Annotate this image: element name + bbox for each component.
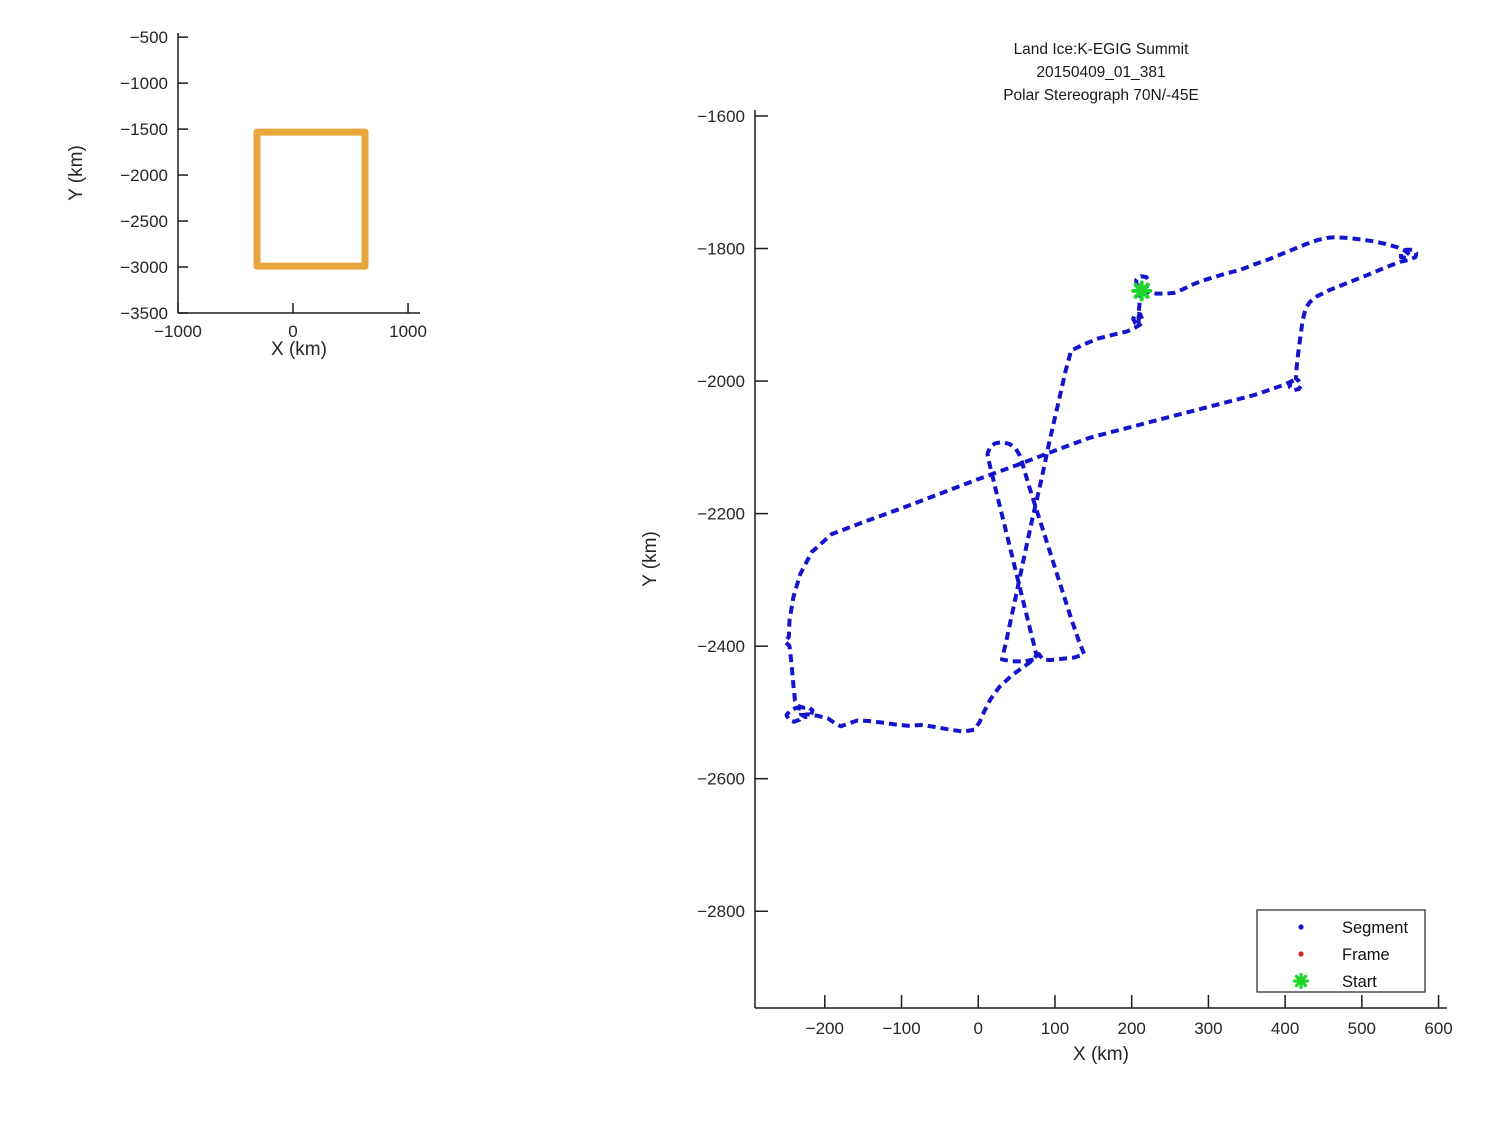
coverage-box <box>253 128 369 270</box>
flight-x-tick-label: −100 <box>882 1019 920 1038</box>
overview-x-tick-label: 1000 <box>389 322 427 341</box>
flight-x-tick-label: 600 <box>1424 1019 1452 1038</box>
overview-x-tick-label: 0 <box>288 322 297 341</box>
segment-path <box>782 235 1419 734</box>
legend-label-segment: Segment <box>1342 919 1408 937</box>
overview-y-tick-label: −1500 <box>120 120 168 139</box>
flight-x-tick-label: 500 <box>1348 1019 1376 1038</box>
legend-marker-frame <box>1298 951 1304 957</box>
legend-box: Segment Frame Start <box>1256 909 1426 993</box>
legend-label-frame: Frame <box>1342 946 1390 964</box>
overview-axes: −1000 0 1000 −500 −1000 −1500 −2000 −2500 −3000 −… <box>66 28 427 360</box>
chart-title: Land Ice:K-EGIG Summit 20150409_01_381 P… <box>1003 38 1199 107</box>
flight-y-tick-label: −2200 <box>697 505 745 524</box>
overview-y-tick-label: −2500 <box>120 212 168 231</box>
legend-frame <box>1256 909 1426 993</box>
overview-x-tick-label: −1000 <box>154 322 202 341</box>
flight-x-tick-label: 300 <box>1194 1019 1222 1038</box>
chart-title-line-2: 20150409_01_381 <box>1036 64 1166 81</box>
flight-axes: −200 −100 0 100 200 300 400 500 600 −1600 −1800 −20… <box>640 107 1453 1065</box>
legend-label-start: Start <box>1342 973 1377 991</box>
flight-x-tick-label: −200 <box>806 1019 844 1038</box>
flight-y-tick-label: −2000 <box>697 372 745 391</box>
flight-y-tick-label: −1600 <box>697 107 745 126</box>
overview-y-tick-label: −2000 <box>120 166 168 185</box>
overview-y-tick-label: −500 <box>130 28 168 47</box>
flight-x-axis-label: X (km) <box>1073 1044 1129 1065</box>
chart-title-line-3: Polar Stereograph 70N/-45E <box>1003 87 1199 104</box>
flight-x-tick-label: 400 <box>1271 1019 1299 1038</box>
overview-y-tick-label: −1000 <box>120 74 168 93</box>
start-marker <box>1131 280 1153 302</box>
overview-y-axis-label: Y (km) <box>66 145 87 201</box>
flight-x-tick-label: 100 <box>1041 1019 1069 1038</box>
flight-y-tick-label: −2400 <box>697 637 745 656</box>
legend-marker-start <box>1292 972 1310 990</box>
flight-y-tick-label: −2800 <box>697 902 745 921</box>
overview-x-axis-label: X (km) <box>271 339 327 360</box>
flight-x-tick-label: 200 <box>1117 1019 1145 1038</box>
flight-y-tick-label: −2600 <box>697 770 745 789</box>
flight-y-axis-label: Y (km) <box>640 531 661 587</box>
chart-title-line-1: Land Ice:K-EGIG Summit <box>1013 41 1189 58</box>
flight-y-tick-label: −1800 <box>697 240 745 259</box>
overview-y-tick-label: −3500 <box>120 304 168 323</box>
legend-marker-segment <box>1298 924 1304 930</box>
flight-x-tick-label: 0 <box>974 1019 983 1038</box>
overview-y-tick-label: −3000 <box>120 258 168 277</box>
